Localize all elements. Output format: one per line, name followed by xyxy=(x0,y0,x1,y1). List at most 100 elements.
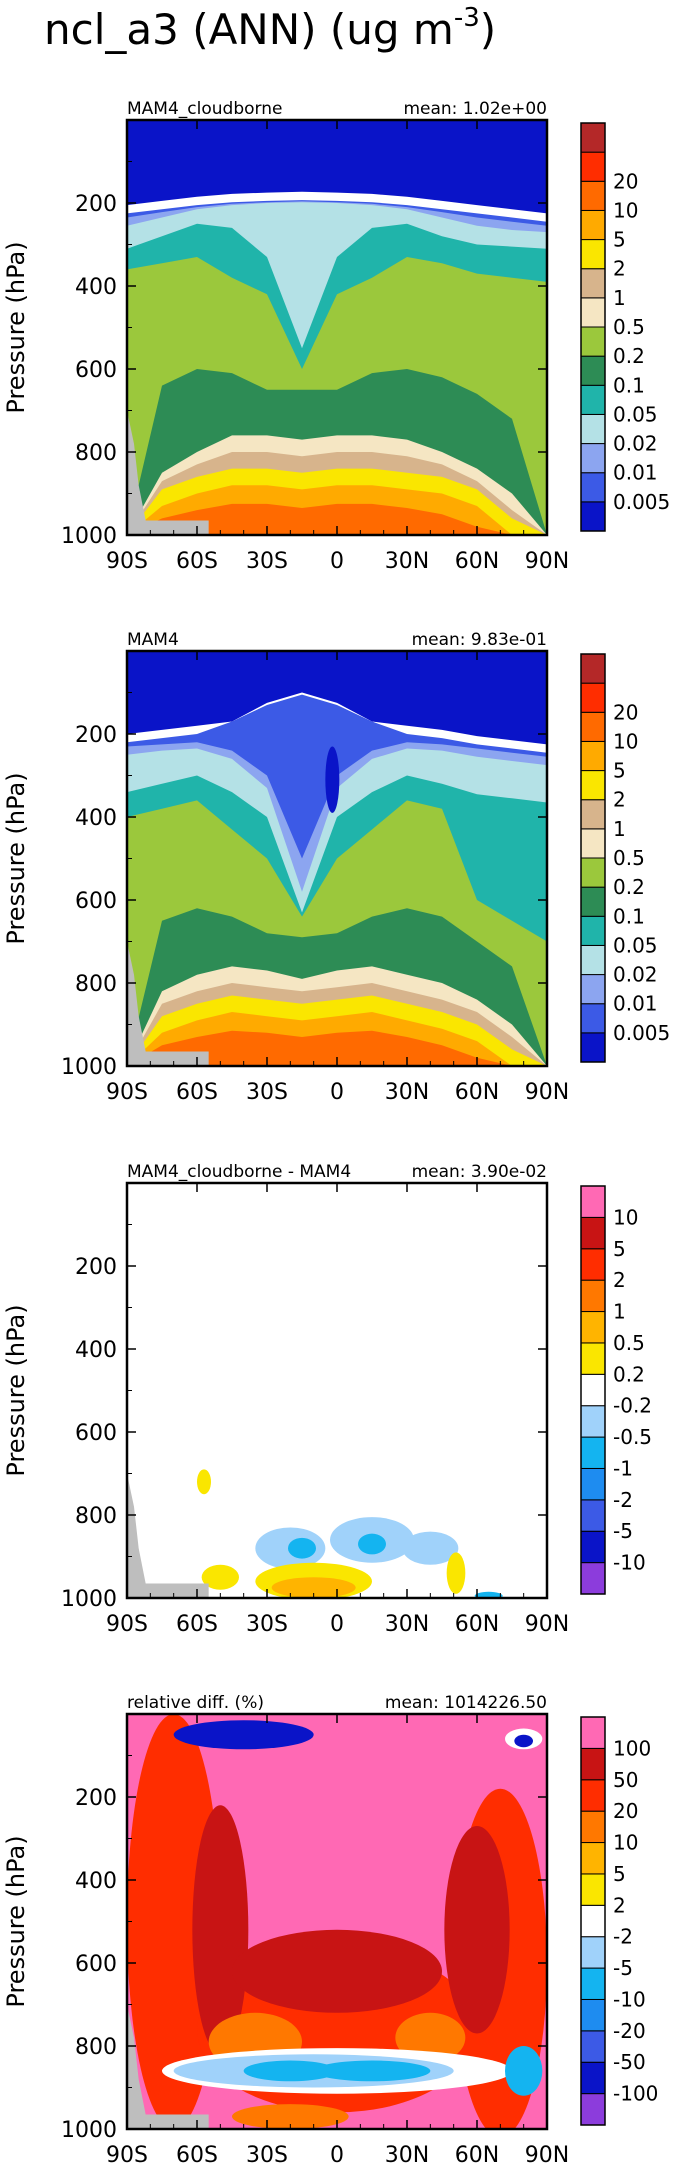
colorbar-label: 1 xyxy=(613,286,626,310)
plot-area xyxy=(127,1183,547,1598)
colorbar-swatch xyxy=(580,828,606,859)
y-tick-label: 200 xyxy=(75,1786,117,1811)
x-tick-label: 90S xyxy=(106,1080,148,1105)
figure-title: ncl_a3 (ANN) (ug m-3) xyxy=(44,3,496,54)
colorbar-swatch xyxy=(580,1185,606,1218)
colorbar-swatch xyxy=(580,770,606,801)
colorbar-label: 2 xyxy=(613,788,626,812)
contour-blob-6 xyxy=(201,1564,239,1590)
colorbar-swatch xyxy=(580,297,606,328)
colorbar-swatch xyxy=(580,1032,606,1063)
y-axis-label: Pressure (hPa) xyxy=(2,1835,30,2007)
x-tick-label: 30S xyxy=(246,2143,288,2168)
colorbar-swatch xyxy=(580,799,606,830)
y-tick-label: 600 xyxy=(75,889,117,914)
colorbar-label: -10 xyxy=(613,1987,646,2011)
colorbar-swatch xyxy=(580,1216,606,1250)
contour-blob-9 xyxy=(446,1552,466,1594)
chart-panel-2: 90S 60S 30S 0 30N 60N 90N 200 400 600 800 1000 Press… xyxy=(2,630,670,1105)
colorbar-label: 10 xyxy=(613,729,638,753)
colorbar-swatch xyxy=(580,1342,606,1375)
colorbar-swatch xyxy=(580,857,606,888)
colorbar-label: 2 xyxy=(613,1893,626,1917)
colorbar-swatch xyxy=(580,1562,606,1595)
colorbar-swatch xyxy=(580,2061,606,2095)
x-tick-label: 90N xyxy=(525,1612,569,1637)
top-band-fill xyxy=(127,120,547,214)
x-tick-label: 0 xyxy=(330,2143,344,2168)
y-tick-label: 400 xyxy=(75,275,117,300)
colorbar-swatch xyxy=(580,384,606,415)
contour-blob-3 xyxy=(402,1531,459,1565)
chart-panel-3: 90S 60S 30S 0 30N 60N 90N 200 400 600 800 1000 Press… xyxy=(2,1162,652,1637)
x-tick-label: 60S xyxy=(176,549,218,574)
colorbar-label: -1 xyxy=(613,1456,633,1480)
y-axis-label: Pressure (hPa) xyxy=(2,1304,30,1476)
x-tick-label: 30S xyxy=(246,549,288,574)
y-tick-label: 400 xyxy=(75,1869,117,1894)
colorbar-swatch xyxy=(580,1936,606,1969)
colorbar-label: 0.01 xyxy=(613,992,658,1016)
colorbar-swatch xyxy=(580,1810,606,1844)
colorbar-label: 0.5 xyxy=(613,1331,645,1355)
colorbar-swatch xyxy=(580,1904,606,1938)
y-axis-label: Pressure (hPa) xyxy=(2,772,30,944)
colorbar-swatch xyxy=(580,1003,606,1034)
panel-subtitle: MAM4_cloudborne - MAM4 xyxy=(127,1162,351,1182)
y-tick-label: 800 xyxy=(75,441,117,466)
colorbar-label: 0.2 xyxy=(613,875,645,899)
y-tick-label: 200 xyxy=(75,192,117,217)
plot-area xyxy=(127,1714,547,2129)
x-tick-label: 0 xyxy=(330,1080,344,1105)
colorbar-swatch xyxy=(580,1248,606,1281)
colorbar-label: 0.02 xyxy=(613,432,658,456)
x-tick-label: 30N xyxy=(385,2143,429,2168)
colorbar-swatch xyxy=(580,1873,606,1906)
colorbar-swatch xyxy=(580,501,606,532)
core-blob xyxy=(325,746,340,813)
colorbar-swatch xyxy=(580,443,606,474)
colorbar-swatch xyxy=(580,1747,606,1781)
x-tick-label: 90N xyxy=(525,549,569,574)
contour-blob-10 xyxy=(474,1591,503,1598)
colorbar-swatch xyxy=(580,1716,606,1749)
y-tick-label: 1000 xyxy=(61,2118,117,2143)
colorbar-label: 10 xyxy=(613,198,638,222)
x-tick-label: 60N xyxy=(455,549,499,574)
y-tick-label: 800 xyxy=(75,972,117,997)
plot-area xyxy=(127,120,547,535)
colorbar: -10 -5 -2 -1 -0.5 -0.2 0.2 0.5 1 2 5 10 xyxy=(580,1185,652,1595)
panel-mean: mean: 9.83e-01 xyxy=(412,630,547,650)
colorbar-swatch xyxy=(580,711,606,742)
colorbar-swatch xyxy=(580,653,606,684)
colorbar-label: 20 xyxy=(613,1799,638,1823)
contour-blob-0 xyxy=(127,1714,221,2129)
contour-blob-7 xyxy=(395,2012,466,2063)
colorbar-label: 0.2 xyxy=(613,1362,645,1386)
colorbar-label: 10 xyxy=(613,1205,638,1229)
colorbar-swatch xyxy=(580,944,606,976)
contour-blob-10 xyxy=(243,2060,337,2082)
contour-blob-11 xyxy=(313,2060,431,2082)
colorbar-label: 0.01 xyxy=(613,461,658,485)
colorbar-label: 100 xyxy=(613,1736,651,1760)
panel-mean: mean: 1.02e+00 xyxy=(403,99,547,119)
colorbar-label: 10 xyxy=(613,1831,638,1855)
colorbar-frame xyxy=(580,122,606,532)
x-tick-label: 90S xyxy=(106,2143,148,2168)
y-tick-label: 1000 xyxy=(61,524,117,549)
x-tick-label: 60N xyxy=(455,1612,499,1637)
colorbar-swatch xyxy=(580,209,606,241)
panel-subtitle: MAM4_cloudborne xyxy=(127,99,282,119)
colorbar: 0.005 0.01 0.02 0.05 0.1 0.2 0.5 1 2 5 10 20 xyxy=(580,122,670,532)
panel-mean: mean: 1014226.50 xyxy=(385,1693,547,1713)
colorbar-swatch xyxy=(580,1967,606,2000)
colorbar-label: 0.05 xyxy=(613,933,658,957)
colorbar-label: 0.1 xyxy=(613,904,645,928)
colorbar-swatch xyxy=(580,180,606,211)
colorbar-swatch xyxy=(580,1373,606,1407)
y-tick-label: 200 xyxy=(75,723,117,748)
y-tick-label: 1000 xyxy=(61,1055,117,1080)
contour-blob-8 xyxy=(271,1577,356,1598)
